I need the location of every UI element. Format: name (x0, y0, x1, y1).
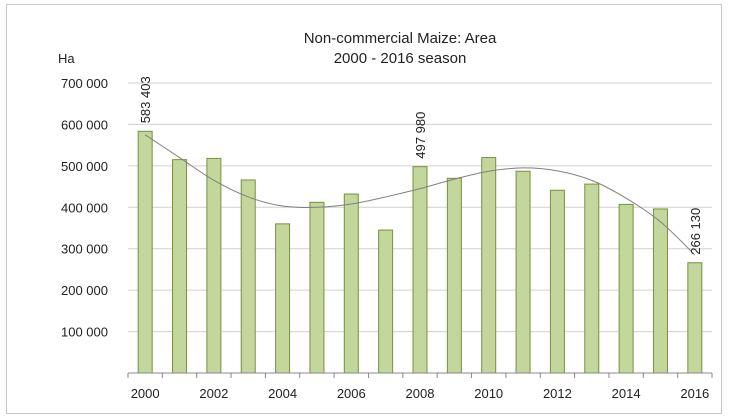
y-tick-label: 700 000 (61, 76, 108, 91)
bar-2002 (206, 157, 222, 374)
x-tick-label: 2012 (543, 386, 572, 401)
x-tick-label: 2006 (337, 386, 366, 401)
gridlines (128, 82, 712, 333)
y-unit-label: Ha (58, 51, 75, 66)
bar-2010 (481, 157, 497, 374)
y-tick-label: 200 000 (61, 283, 108, 298)
labels: 100 000 200 000 300 000 400 000 500 000 600 0… (61, 76, 709, 401)
chart-title: Non-commercial Maize: Area (304, 30, 497, 47)
bar-2009 (446, 177, 462, 374)
y-tick-label: 500 000 (61, 159, 108, 174)
bar-2013 (584, 183, 600, 374)
y-tick-label: 300 000 (61, 242, 108, 257)
bar-2001 (172, 159, 188, 374)
x-tick-label: 2004 (268, 386, 297, 401)
chart-frame (6, 4, 722, 414)
data-label-2016: 266 130 (688, 208, 703, 255)
bar-2007 (378, 229, 394, 374)
bar-2000 (137, 130, 153, 374)
bar-2006 (343, 193, 359, 374)
x-tick-label: 2000 (131, 386, 160, 401)
bar-2014 (618, 203, 634, 374)
x-tick-label: 2016 (680, 386, 709, 401)
data-label-2000: 583 403 (138, 76, 153, 123)
y-tick-label: 100 000 (61, 325, 108, 340)
y-tick-label: 400 000 (61, 200, 108, 215)
x-tick-label: 2002 (199, 386, 228, 401)
chart-subtitle: 2000 - 2016 season (334, 50, 467, 67)
x-tick-label: 2010 (474, 386, 503, 401)
axes (127, 372, 713, 378)
bar-2003 (240, 179, 256, 374)
data-label-2008: 497 980 (413, 112, 428, 159)
x-tick-label: 2014 (612, 386, 641, 401)
bar-2016 (687, 262, 703, 374)
trendline-group (144, 134, 696, 256)
y-tick-label: 600 000 (61, 117, 108, 132)
bar-2012 (549, 189, 565, 374)
x-tick-label: 2008 (406, 386, 435, 401)
trendline (144, 134, 696, 256)
bar-2008 (412, 166, 428, 374)
bar-2004 (275, 223, 291, 374)
bars (137, 130, 703, 374)
bar-2011 (515, 170, 531, 374)
bar-2005 (309, 201, 325, 374)
bar-2015 (652, 208, 668, 374)
